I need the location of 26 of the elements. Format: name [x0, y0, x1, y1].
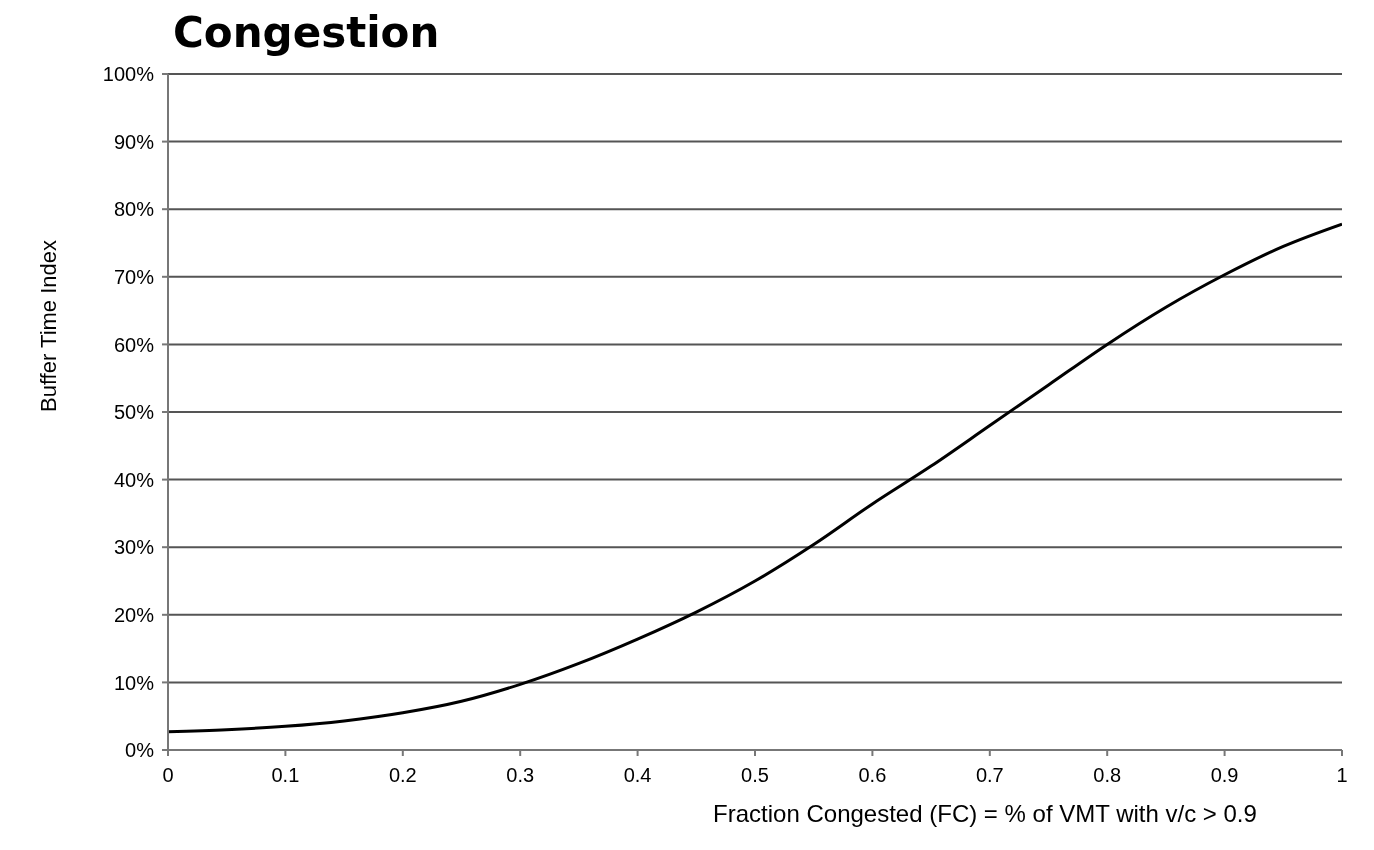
y-tick-label: 70% — [113, 265, 155, 288]
y-tick-label: 50% — [113, 401, 155, 424]
x-tick-label: 0.9 — [1210, 764, 1239, 787]
x-tick-label: 0.8 — [1093, 764, 1122, 787]
x-tick-label: 1 — [1336, 764, 1348, 787]
y-tick-label: 80% — [113, 198, 155, 221]
y-tick-label: 90% — [113, 130, 155, 153]
y-tick-label: 40% — [113, 468, 155, 491]
x-tick-label: 0.1 — [271, 764, 300, 787]
x-tick-label: 0.6 — [858, 764, 887, 787]
x-tick-label: 0.2 — [388, 764, 417, 787]
x-tick-label: 0.5 — [741, 764, 769, 787]
x-tick-label: 0.3 — [506, 764, 535, 787]
y-tick-label: 20% — [113, 603, 155, 626]
y-tick-label: 10% — [113, 671, 155, 694]
x-tick-label: 0.4 — [623, 764, 652, 787]
x-tick-label: 0 — [162, 764, 174, 787]
y-tick-label: 0% — [125, 739, 155, 762]
line-series — [168, 222, 1342, 734]
y-tick-label: 30% — [113, 536, 155, 559]
y-tick-label: 60% — [113, 333, 155, 356]
y-tick-label: 100% — [102, 63, 155, 86]
y-axis-title: Buffer Time Index — [35, 239, 61, 412]
chart-title: Congestion — [173, 8, 440, 57]
x-axis-title: Fraction Congested (FC) = % of VMT with v/c > 0.9 — [713, 800, 1257, 827]
x-tick-label: 0.7 — [975, 764, 1004, 787]
